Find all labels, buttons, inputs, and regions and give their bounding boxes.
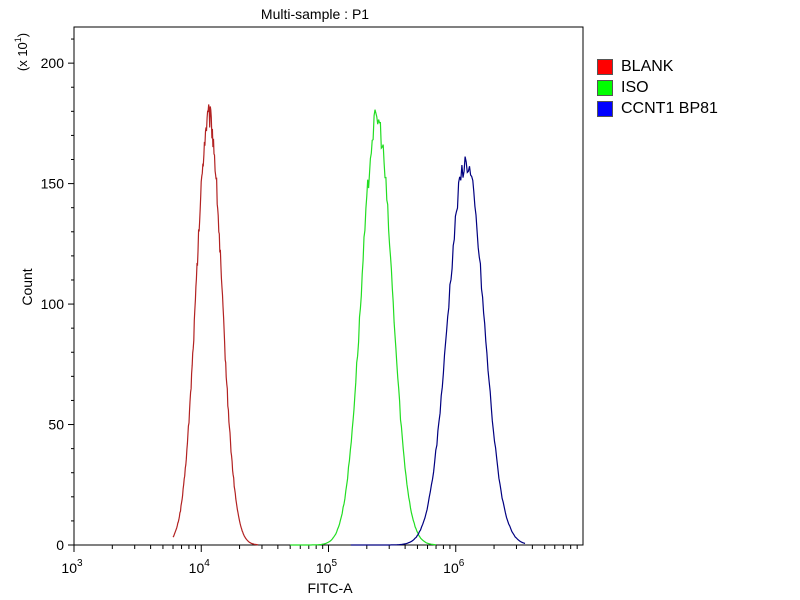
- legend-item-ccnt1: CCNT1 BP81: [597, 98, 718, 119]
- series-line-1: [290, 109, 437, 546]
- y-tick-label: 200: [41, 55, 65, 71]
- series-line-0: [172, 104, 259, 546]
- x-tick-label: 104: [189, 558, 211, 576]
- y-axis-multiplier: (x 101): [13, 33, 30, 71]
- legend-swatch-iso: [597, 79, 613, 96]
- y-multiplier-text: (x 10: [15, 42, 30, 71]
- series-line-2: [350, 156, 526, 546]
- legend-label-iso: ISO: [621, 78, 649, 96]
- x-tick-label: 106: [443, 558, 465, 576]
- legend-item-iso: ISO: [597, 77, 718, 98]
- y-axis: 0 50 100 150 200: [41, 38, 74, 553]
- series-layer: [172, 104, 526, 546]
- y-tick-label: 100: [41, 296, 65, 312]
- y-multiplier-exp: 1: [13, 37, 23, 42]
- y-multiplier-close: ): [15, 33, 30, 37]
- legend-label-blank: BLANK: [621, 57, 674, 75]
- plot-frame: [73, 26, 584, 546]
- y-axis-label: Count: [19, 268, 35, 305]
- x-axis: 103 104 105 106: [61, 545, 578, 576]
- x-tick-label: 103: [61, 558, 83, 576]
- x-axis-label: FITC-A: [307, 580, 353, 596]
- legend: BLANK ISO CCNT1 BP81: [597, 56, 718, 119]
- y-tick-label: 50: [48, 417, 64, 433]
- y-tick-label: 150: [41, 176, 65, 192]
- legend-item-blank: BLANK: [597, 56, 718, 77]
- legend-swatch-ccnt1: [597, 100, 613, 117]
- x-tick-label: 105: [316, 558, 338, 576]
- legend-label-ccnt1: CCNT1 BP81: [621, 99, 718, 117]
- plot-border: [73, 26, 584, 546]
- chart-title: Multi-sample : P1: [261, 6, 369, 22]
- y-tick-label: 0: [56, 537, 64, 553]
- legend-swatch-blank: [597, 58, 613, 75]
